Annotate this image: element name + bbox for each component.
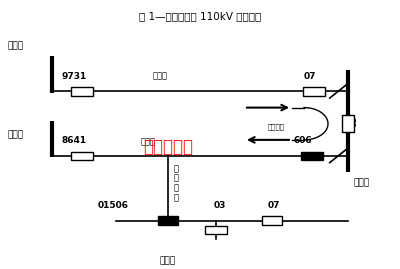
Bar <box>301 152 323 160</box>
Text: 07: 07 <box>304 72 316 81</box>
Bar <box>262 216 282 225</box>
Text: 中国期刊网: 中国期刊网 <box>143 138 193 155</box>
Bar <box>342 115 354 132</box>
Text: 07: 07 <box>268 201 280 210</box>
Text: 龙
河
分
支: 龙 河 分 支 <box>174 164 179 202</box>
Text: 先锋变: 先锋变 <box>8 130 24 139</box>
Bar <box>158 216 178 225</box>
Text: 缝北线: 缝北线 <box>140 138 156 147</box>
Text: 03: 03 <box>350 115 359 127</box>
Text: 606: 606 <box>294 136 313 145</box>
Bar <box>303 87 325 96</box>
Bar <box>205 226 227 234</box>
Text: 同北变: 同北变 <box>8 41 24 50</box>
Text: 01506: 01506 <box>98 201 129 210</box>
Text: 8641: 8641 <box>62 136 87 145</box>
Text: 9731: 9731 <box>62 72 87 81</box>
Text: 同北线: 同北线 <box>152 72 168 81</box>
Text: 03: 03 <box>214 201 226 210</box>
Text: 穿越功率: 穿越功率 <box>268 123 284 130</box>
Text: 杏北变: 杏北变 <box>354 178 370 187</box>
Bar <box>71 152 93 160</box>
Bar <box>71 87 93 96</box>
Text: 龙河变: 龙河变 <box>160 256 176 266</box>
Text: 图 1—杏北一次变 110kV 系统简图: 图 1—杏北一次变 110kV 系统简图 <box>139 11 261 21</box>
